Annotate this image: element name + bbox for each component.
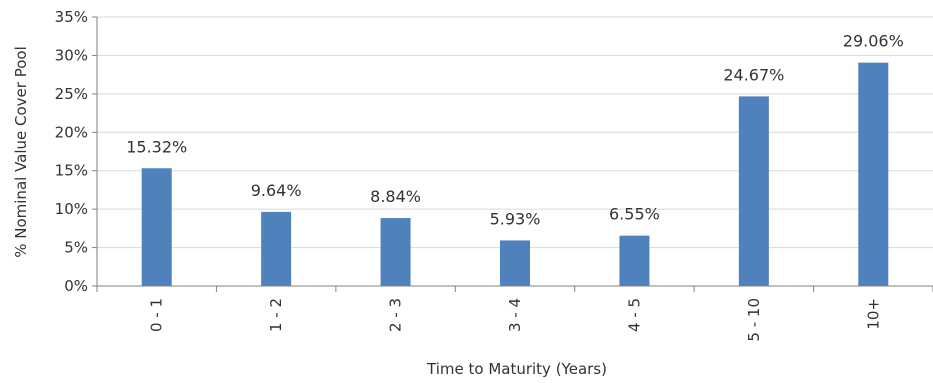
x-axis-title: Time to Maturity (Years) <box>426 360 607 378</box>
x-tick-label: 3 - 4 <box>506 298 524 332</box>
bar <box>261 211 292 286</box>
y-tick-label: 10% <box>55 200 88 218</box>
data-label: 24.67% <box>723 65 784 84</box>
y-tick-label: 20% <box>55 123 88 141</box>
x-tick-label: 10+ <box>864 298 882 330</box>
gridlines <box>97 16 933 249</box>
data-label: 6.55% <box>609 205 660 224</box>
bar <box>141 168 172 286</box>
data-label: 29.06% <box>843 32 904 51</box>
data-labels: 15.32% 9.64% 8.84% 5.93% 6.55% 24.67% 29.06% <box>126 32 904 229</box>
y-tick-labels: 0% 5% 10% 15% 20% 25% 30% 35% <box>55 8 88 295</box>
x-tick-label: 0 - 1 <box>148 298 166 332</box>
y-tick-label: 15% <box>55 162 88 180</box>
axes <box>92 16 933 292</box>
bar <box>500 240 530 286</box>
x-tick-labels: 0 - 1 1 - 2 2 - 3 3 - 4 4 - 5 5 - 10 10+ <box>148 298 883 342</box>
y-axis-title: % Nominal Value Cover Pool <box>12 46 30 258</box>
data-label: 5.93% <box>490 209 541 228</box>
bar <box>380 218 411 286</box>
bars <box>141 62 889 287</box>
x-tick-label: 5 - 10 <box>745 298 763 342</box>
bar <box>738 96 769 286</box>
x-tick-label: 1 - 2 <box>267 298 285 332</box>
data-label: 9.64% <box>251 181 302 200</box>
bar <box>858 62 889 287</box>
data-label: 15.32% <box>126 137 187 156</box>
y-tick-label: 30% <box>55 46 88 64</box>
y-tick-label: 35% <box>55 8 88 26</box>
x-tick-label: 2 - 3 <box>387 298 405 332</box>
data-label: 8.84% <box>370 187 421 206</box>
bar <box>619 235 650 286</box>
y-tick-label: 25% <box>55 85 88 103</box>
x-tick-label: 4 - 5 <box>625 298 643 332</box>
y-tick-label: 5% <box>64 239 88 257</box>
y-tick-label: 0% <box>64 277 88 295</box>
